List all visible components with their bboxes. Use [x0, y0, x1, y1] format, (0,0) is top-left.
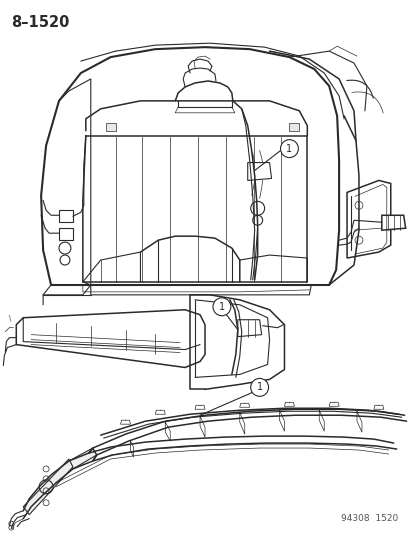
- Polygon shape: [289, 123, 299, 131]
- Text: 8–1520: 8–1520: [11, 15, 69, 30]
- Polygon shape: [23, 459, 73, 515]
- Polygon shape: [105, 123, 115, 131]
- Circle shape: [280, 140, 298, 158]
- Polygon shape: [346, 181, 390, 258]
- Text: |: |: [7, 314, 12, 322]
- Polygon shape: [69, 448, 97, 469]
- Circle shape: [212, 298, 230, 316]
- Polygon shape: [237, 320, 261, 337]
- Polygon shape: [59, 228, 73, 240]
- Polygon shape: [381, 215, 405, 230]
- Text: 1: 1: [286, 143, 292, 154]
- Circle shape: [250, 378, 268, 397]
- Polygon shape: [59, 211, 73, 222]
- Polygon shape: [247, 163, 271, 181]
- Text: 1: 1: [218, 302, 224, 312]
- Text: 1: 1: [256, 382, 262, 392]
- Text: 94308  1520: 94308 1520: [341, 514, 398, 523]
